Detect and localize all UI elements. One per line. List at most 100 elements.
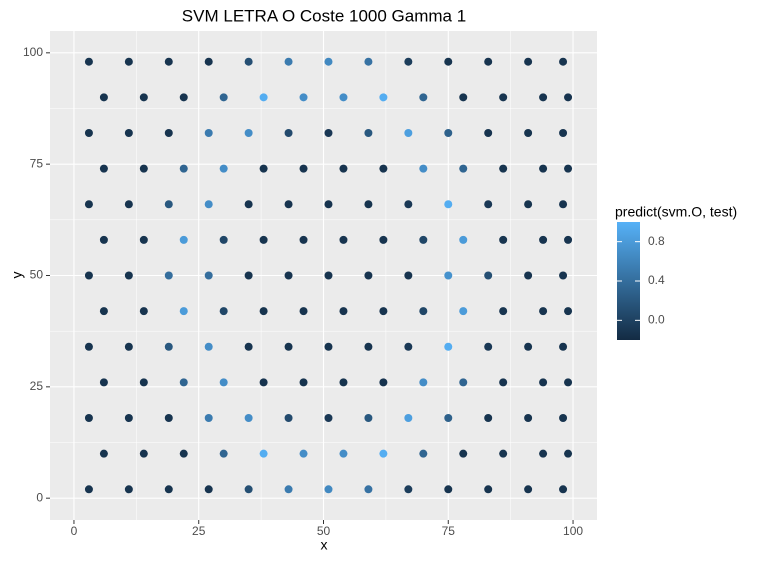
point [404, 128, 413, 137]
point [124, 414, 133, 423]
point [459, 93, 468, 102]
point [219, 307, 228, 316]
point [484, 485, 493, 494]
point [339, 449, 348, 458]
point [484, 271, 493, 280]
point [339, 93, 348, 102]
point [564, 307, 573, 316]
point [139, 93, 148, 102]
point [379, 164, 388, 173]
point [219, 93, 228, 102]
point [539, 449, 548, 458]
point [524, 342, 533, 351]
legend-title: predict(svm.O, test) [615, 204, 737, 220]
point [84, 485, 93, 494]
point [179, 93, 188, 102]
point [539, 164, 548, 173]
point [204, 414, 213, 423]
point [99, 93, 108, 102]
point [524, 271, 533, 280]
point [204, 200, 213, 209]
point [244, 271, 253, 280]
point [559, 271, 568, 280]
x-tick-label: 50 [317, 524, 331, 538]
point [379, 93, 388, 102]
point [299, 235, 308, 244]
point [244, 342, 253, 351]
point [284, 200, 293, 209]
point [324, 414, 333, 423]
point [499, 93, 508, 102]
point [499, 235, 508, 244]
point [139, 449, 148, 458]
point [499, 449, 508, 458]
point [324, 57, 333, 66]
point [324, 342, 333, 351]
point [124, 200, 133, 209]
point [204, 57, 213, 66]
point [124, 271, 133, 280]
point [404, 414, 413, 423]
point [524, 414, 533, 423]
x-tick-label: 0 [71, 524, 78, 538]
point [284, 57, 293, 66]
point [539, 235, 548, 244]
point [84, 200, 93, 209]
point [564, 235, 573, 244]
point [339, 307, 348, 316]
point [459, 235, 468, 244]
point [124, 342, 133, 351]
point [419, 164, 428, 173]
point [99, 307, 108, 316]
point [124, 57, 133, 66]
point [559, 485, 568, 494]
point [179, 449, 188, 458]
point [299, 449, 308, 458]
chart-title: SVM LETRA O Coste 1000 Gamma 1 [182, 6, 466, 25]
point [559, 57, 568, 66]
point [419, 449, 428, 458]
point [179, 378, 188, 387]
point [204, 128, 213, 137]
point [379, 307, 388, 316]
point [164, 342, 173, 351]
point [139, 378, 148, 387]
point [364, 57, 373, 66]
point [259, 378, 268, 387]
point [179, 307, 188, 316]
point [284, 414, 293, 423]
colorbar-label: 0.4 [648, 273, 665, 287]
colorbar [617, 222, 640, 340]
point [444, 57, 453, 66]
point [404, 200, 413, 209]
point [179, 164, 188, 173]
point [204, 271, 213, 280]
x-tick-label: 25 [192, 524, 206, 538]
point [404, 57, 413, 66]
point [339, 235, 348, 244]
point [204, 342, 213, 351]
point [364, 414, 373, 423]
point [164, 485, 173, 494]
point [324, 200, 333, 209]
point [284, 342, 293, 351]
point [564, 164, 573, 173]
point [204, 485, 213, 494]
point [219, 235, 228, 244]
point [559, 128, 568, 137]
point [499, 307, 508, 316]
point [339, 378, 348, 387]
point [559, 342, 568, 351]
y-tick-label: 25 [30, 379, 44, 393]
point [364, 485, 373, 494]
point [244, 414, 253, 423]
point [459, 378, 468, 387]
point [539, 378, 548, 387]
point [499, 378, 508, 387]
point [484, 414, 493, 423]
point [379, 235, 388, 244]
point [499, 164, 508, 173]
point [284, 271, 293, 280]
point [84, 342, 93, 351]
